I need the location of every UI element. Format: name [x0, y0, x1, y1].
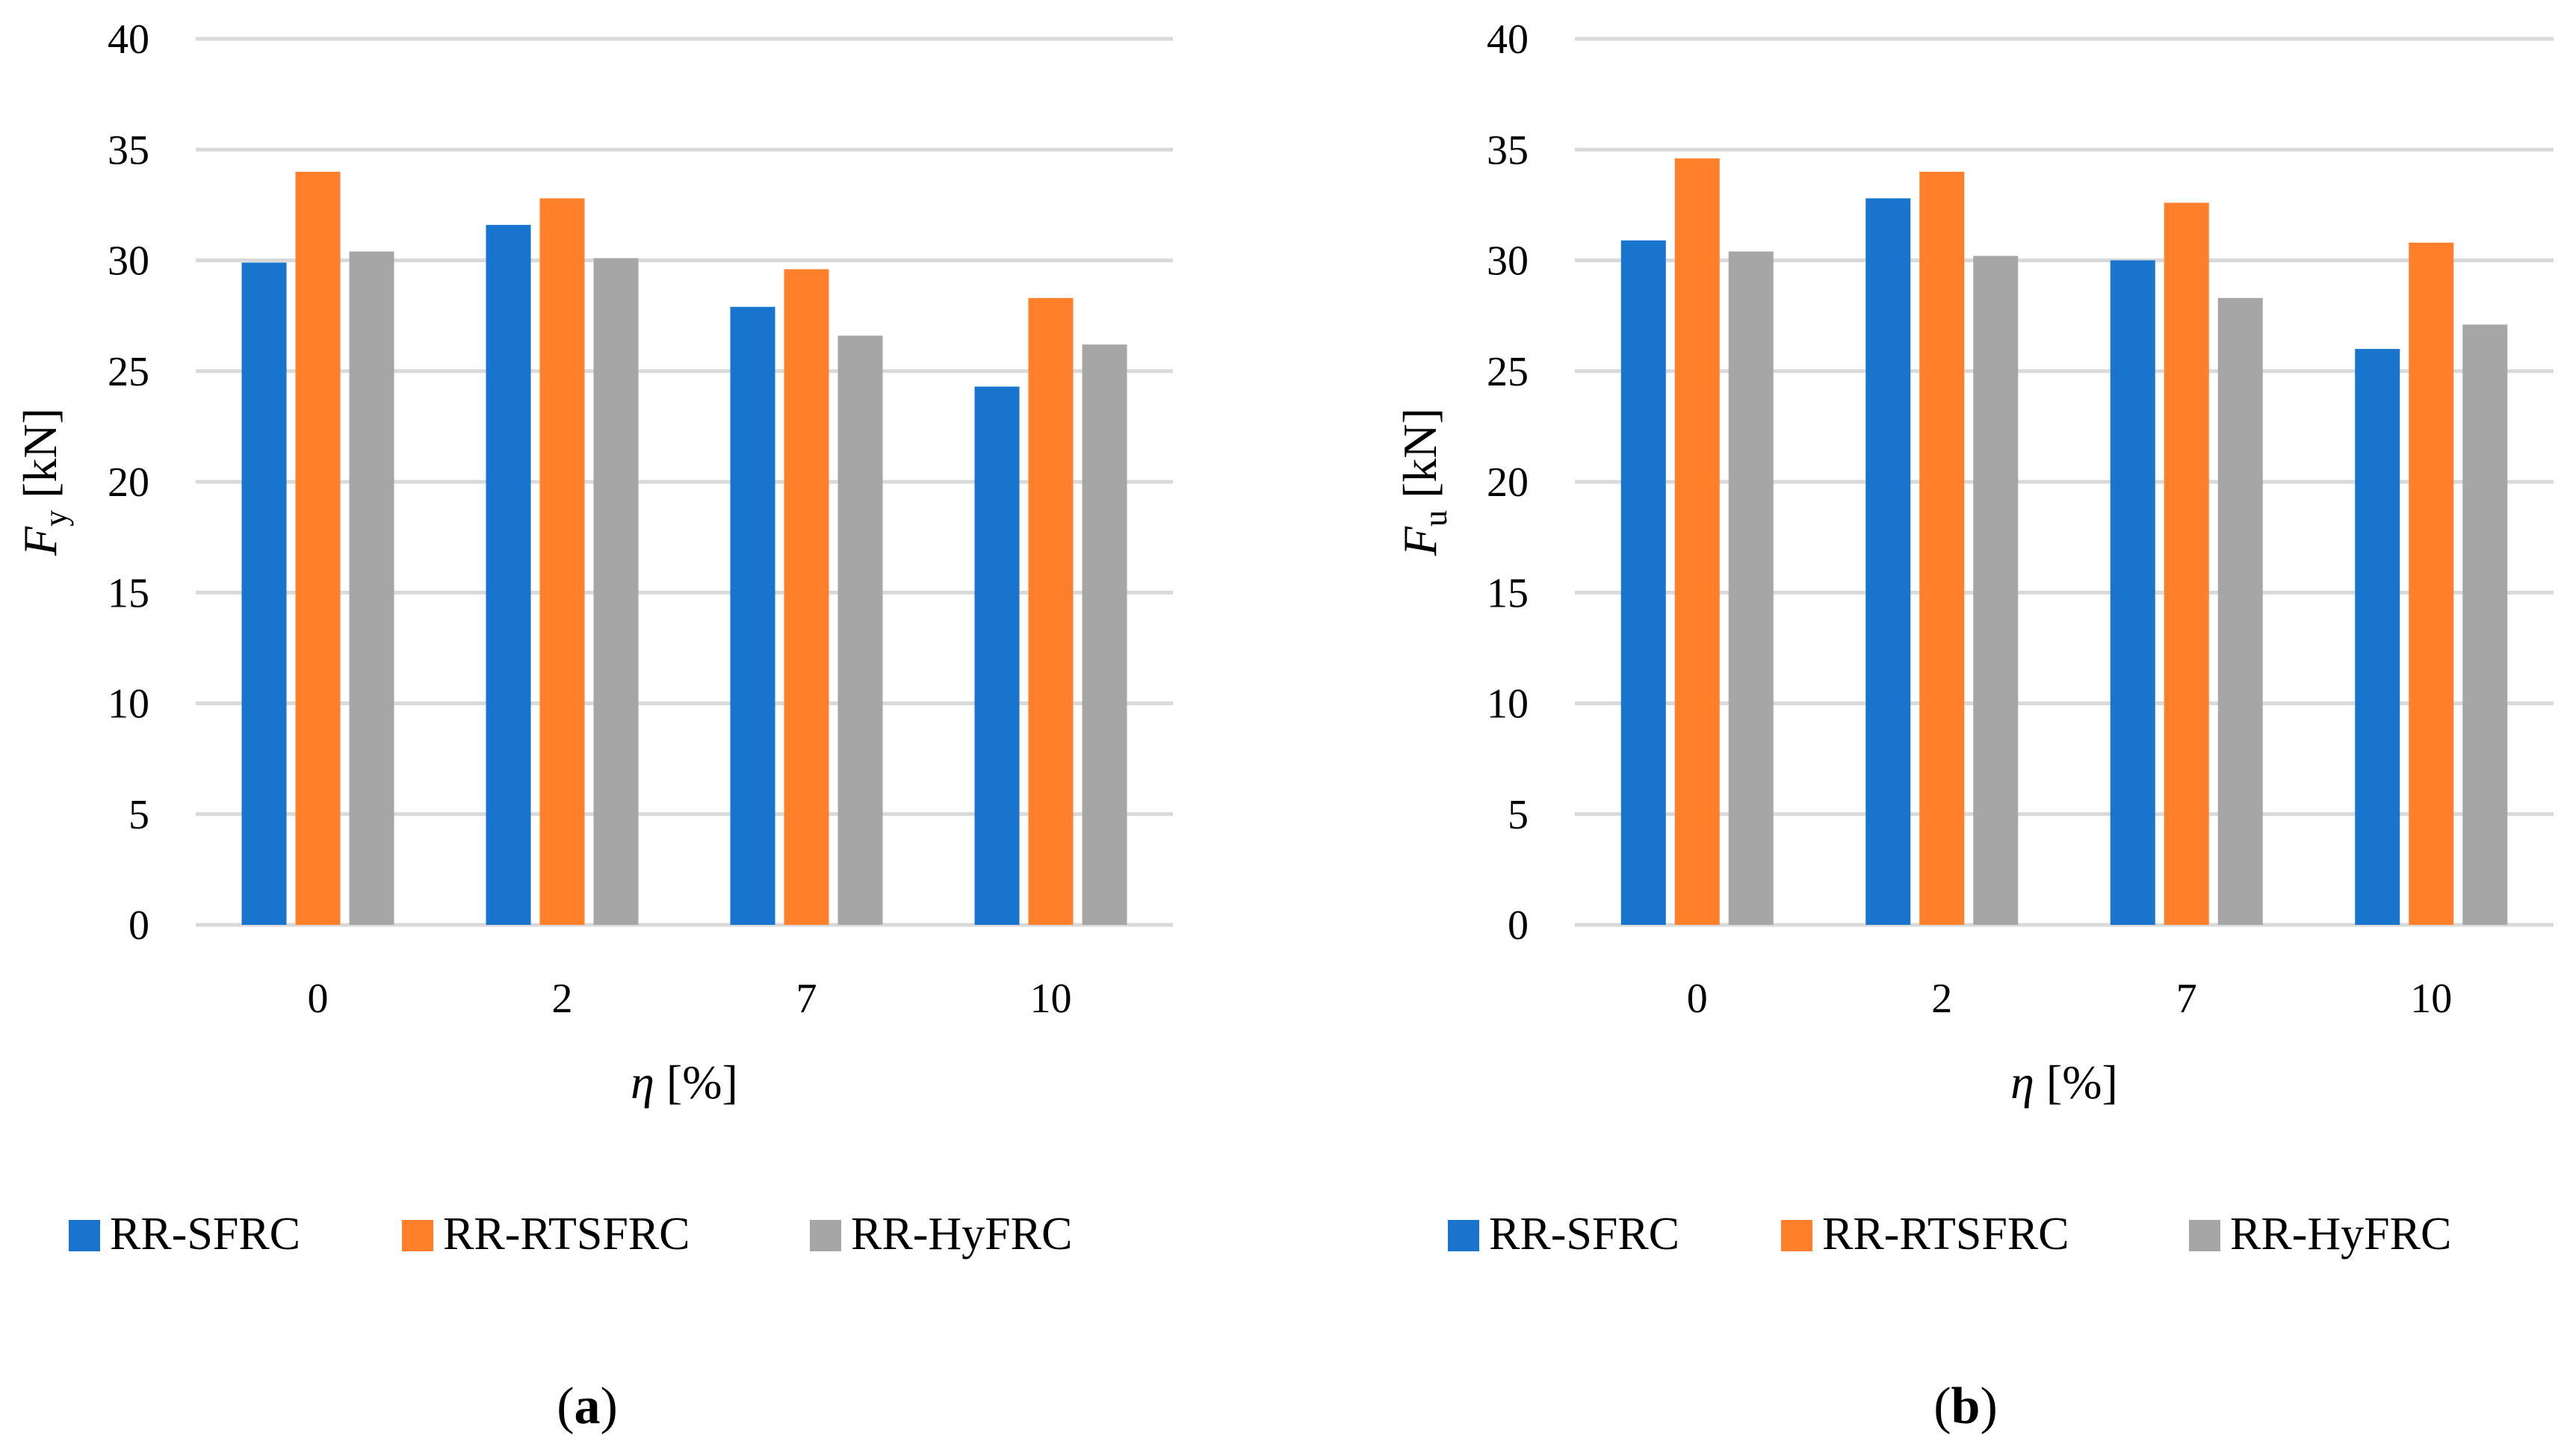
x-axis-space: [2034, 1056, 2046, 1109]
panel-label-close: ): [1980, 1378, 1997, 1435]
bar-rr-sfrc-0: [1620, 240, 1666, 925]
legend-swatch-rr-sfrc: [69, 1220, 100, 1251]
panel-label-open: (: [1933, 1378, 1951, 1435]
bar-rr-sfrc-0: [241, 262, 287, 926]
panel-label: (a): [557, 1378, 618, 1435]
legend-swatch-rr-sfrc: [1448, 1220, 1479, 1251]
y-tick-label: 30: [108, 238, 149, 285]
y-tick-label: 15: [108, 570, 149, 616]
x-tick-label: 7: [796, 976, 817, 1022]
legend-swatch-rr-rtsfrc: [1781, 1220, 1812, 1251]
y-tick-label: 15: [1487, 570, 1529, 616]
y-tick-label: 40: [108, 16, 149, 63]
y-tick-label: 25: [1487, 349, 1529, 395]
bar-rr-sfrc-7: [730, 306, 775, 925]
y-tick-label: 20: [1487, 459, 1529, 506]
chart-panel-a: 0 5 10 15 20 25 30 35 40 0 2 7 10 η [%] Fy [kN] RR-SFRC…: [13, 16, 1173, 1435]
legend-label: RR-SFRC: [1489, 1209, 1679, 1260]
x-axis-unit: [%]: [666, 1056, 738, 1109]
x-tick-label: 0: [308, 976, 329, 1022]
panel-label-letter: a: [575, 1378, 601, 1435]
y-tick-label: 25: [108, 349, 149, 395]
y-tick-label: 5: [128, 792, 149, 838]
y-tick-label: 0: [1508, 902, 1529, 949]
panel-label-open: (: [557, 1378, 574, 1435]
bar-rr-rtsfrc-10: [1028, 297, 1074, 925]
bar-rr-hyfrc-10: [2462, 324, 2508, 925]
y-tick-label: 40: [1487, 16, 1529, 63]
panel-label-close: ): [601, 1378, 618, 1435]
legend-label: RR-RTSFRC: [1822, 1209, 2069, 1260]
bar-rr-sfrc-2: [1865, 198, 1911, 926]
y-axis-subscript: y: [37, 510, 74, 527]
bar-rr-rtsfrc-7: [2164, 202, 2209, 925]
x-axis-space: [654, 1056, 666, 1109]
bar-rr-rtsfrc-2: [1919, 171, 1965, 925]
bar-rr-hyfrc-0: [349, 251, 394, 925]
y-tick-label: 5: [1508, 792, 1529, 838]
x-tick-label: 2: [1931, 976, 1952, 1022]
legend-swatch-rr-rtsfrc: [402, 1220, 433, 1251]
bar-rr-sfrc-10: [974, 386, 1020, 925]
y-axis-space: [13, 498, 66, 510]
y-axis-unit: [kN]: [13, 408, 66, 498]
y-axis-symbol: F: [13, 526, 66, 557]
bar-rr-hyfrc-2: [593, 258, 639, 925]
bar-rr-hyfrc-0: [1728, 251, 1774, 925]
y-axis-label: Fy [kN]: [13, 408, 74, 557]
bar-rr-hyfrc-7: [837, 335, 883, 925]
x-axis-symbol: η: [631, 1056, 654, 1109]
legend-label: RR-RTSFRC: [443, 1209, 690, 1260]
x-tick-label: 7: [2176, 976, 2197, 1022]
panel-label-letter: b: [1951, 1378, 1981, 1435]
y-tick-label: 0: [128, 902, 149, 949]
y-tick-label: 10: [108, 681, 149, 728]
bar-rr-hyfrc-7: [2217, 297, 2263, 925]
y-tick-label: 30: [1487, 238, 1529, 285]
x-tick-label: 10: [1030, 976, 1072, 1022]
bar-rr-rtsfrc-2: [539, 198, 585, 926]
legend-label: RR-HyFRC: [851, 1209, 1072, 1260]
bar-rr-hyfrc-10: [1082, 344, 1127, 925]
y-tick-label: 20: [108, 459, 149, 506]
bar-rr-rtsfrc-0: [1674, 158, 1720, 926]
bar-rr-rtsfrc-10: [2409, 242, 2454, 925]
chart-panel-b: 0 5 10 15 20 25 30 35 40 0 2 7 10 η [%] Fu [kN] RR-SFRC…: [1393, 16, 2554, 1435]
bar-rr-sfrc-2: [486, 225, 531, 925]
x-tick-label: 2: [552, 976, 573, 1022]
y-axis-subscript: u: [1417, 510, 1454, 527]
y-axis-space: [1393, 498, 1446, 510]
bar-rr-rtsfrc-7: [784, 269, 829, 925]
x-axis-label: η [%]: [2010, 1056, 2118, 1109]
x-tick-label: 10: [2410, 976, 2452, 1022]
legend-label: RR-SFRC: [110, 1209, 300, 1260]
legend-label: RR-HyFRC: [2230, 1209, 2451, 1260]
bar-rr-sfrc-7: [2110, 260, 2155, 925]
x-tick-label: 0: [1687, 976, 1708, 1022]
y-tick-label: 35: [1487, 127, 1529, 173]
y-axis-label: Fu [kN]: [1393, 408, 1454, 557]
bar-rr-sfrc-10: [2355, 349, 2400, 926]
bar-rr-hyfrc-2: [1973, 255, 2019, 925]
x-axis-unit: [%]: [2046, 1056, 2118, 1109]
y-tick-label: 35: [108, 127, 149, 173]
panel-label: (b): [1933, 1378, 1998, 1435]
x-axis-symbol: η: [2010, 1056, 2034, 1109]
x-axis-label: η [%]: [631, 1056, 738, 1109]
y-axis-unit: [kN]: [1393, 408, 1446, 498]
legend-swatch-rr-hyfrc: [810, 1220, 841, 1251]
legend-swatch-rr-hyfrc: [2189, 1220, 2220, 1251]
y-axis-symbol: F: [1393, 526, 1446, 557]
y-tick-label: 10: [1487, 681, 1529, 728]
bar-rr-rtsfrc-0: [295, 171, 341, 925]
